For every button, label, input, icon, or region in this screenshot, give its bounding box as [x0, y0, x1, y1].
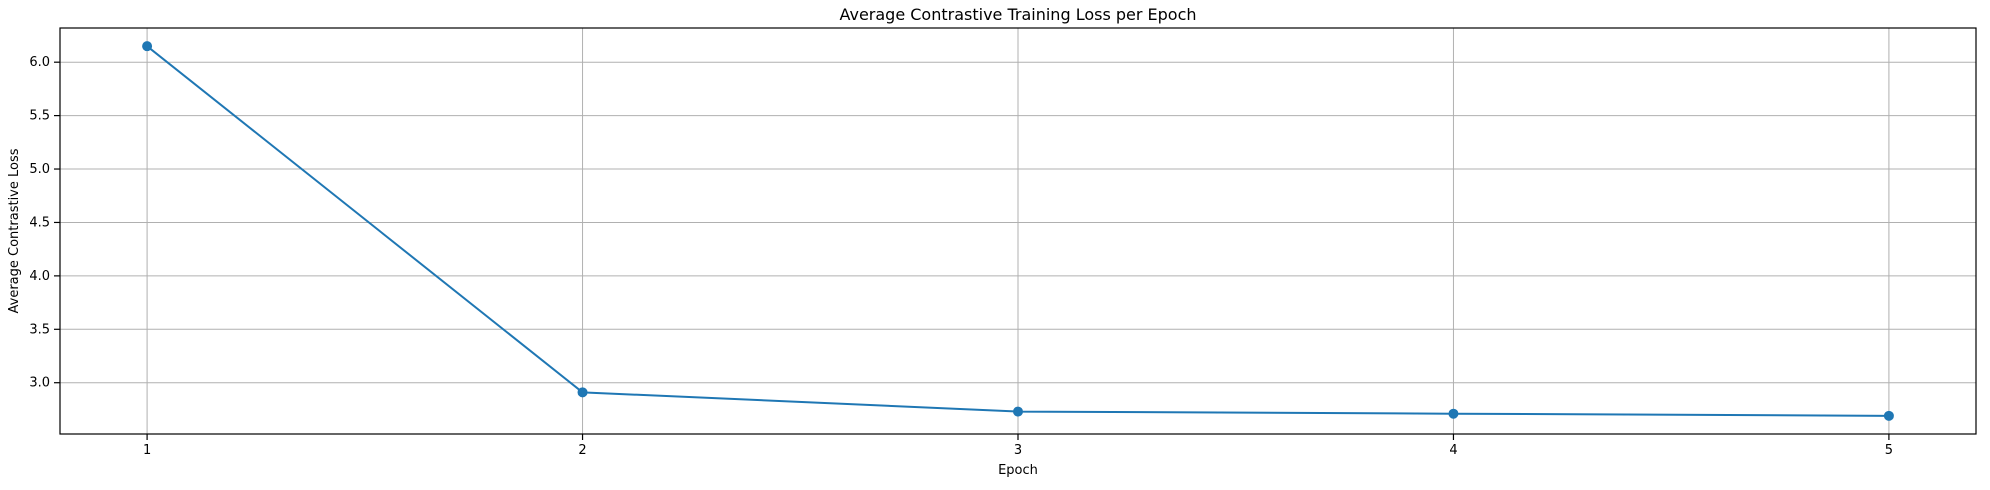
x-tick-label: 3 — [1014, 443, 1022, 458]
x-tick-label: 1 — [143, 443, 151, 458]
y-tick-label: 4.0 — [29, 269, 50, 284]
x-tick-label: 5 — [1885, 443, 1893, 458]
y-tick-label: 5.5 — [29, 109, 50, 124]
data-point — [1883, 410, 1894, 421]
chart-title: Average Contrastive Training Loss per Ep… — [839, 5, 1196, 24]
y-axis-label: Average Contrastive Loss — [7, 148, 22, 313]
y-axis: 3.0 3.5 4.0 4.5 5.0 5.5 6.0 — [29, 55, 60, 391]
x-axis: 1 2 3 4 5 — [143, 434, 1893, 458]
y-tick-label: 4.5 — [29, 215, 50, 230]
grid — [60, 28, 1976, 434]
data-point — [577, 387, 588, 398]
y-tick-label: 6.0 — [29, 55, 50, 70]
data-point — [142, 41, 153, 52]
x-tick-label: 4 — [1449, 443, 1457, 458]
x-axis-label: Epoch — [998, 463, 1038, 478]
y-tick-label: 5.0 — [29, 162, 50, 177]
data-point — [1013, 406, 1023, 417]
series-layer — [142, 41, 1894, 421]
y-tick-label: 3.5 — [29, 322, 50, 337]
x-tick-label: 2 — [578, 443, 586, 458]
y-tick-label: 3.0 — [29, 376, 50, 391]
data-point — [1448, 408, 1459, 419]
